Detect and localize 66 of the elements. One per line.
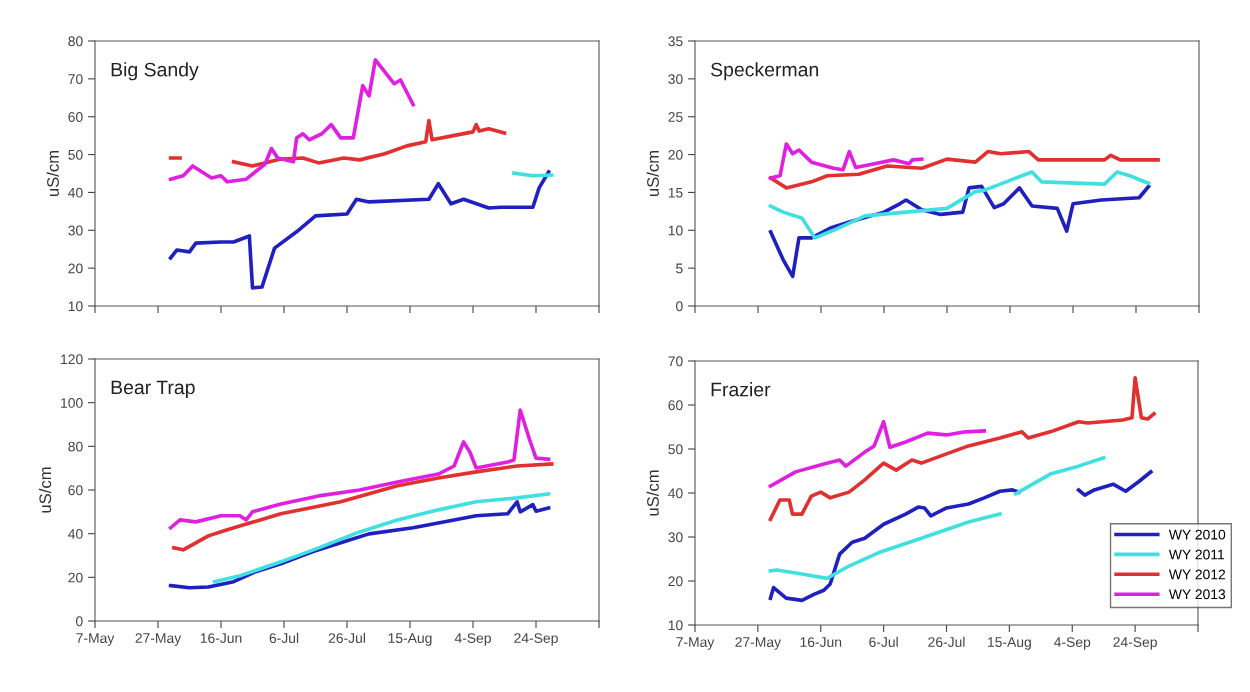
x-tick-label: 15-Aug — [988, 637, 1031, 650]
y-axis-title: uS/cm — [46, 150, 59, 197]
line-series — [171, 462, 554, 552]
y-tick-label: 100 — [61, 398, 83, 408]
x-tick-label: 7-May — [676, 637, 715, 650]
y-tick-label: 30 — [668, 74, 683, 85]
y-tick-label: 20 — [668, 576, 683, 587]
x-tick-label: 16-Jun — [200, 633, 242, 644]
y-tick-label: 30 — [668, 532, 683, 543]
y-axis-title: uS/cm — [646, 470, 659, 516]
legend-label: WY 2010 — [1168, 529, 1226, 540]
y-tick-label: 20 — [68, 263, 83, 274]
y-axis-title: uS/cm — [38, 467, 52, 513]
y-tick-label: 10 — [68, 301, 83, 312]
x-tick-label: 16-Jun — [800, 637, 842, 648]
y-tick-label: 35 — [668, 36, 683, 47]
line-series — [768, 142, 924, 180]
x-tick-label: 24-Sep — [514, 633, 558, 646]
x-tick-label: 27-May — [135, 633, 182, 646]
x-tick-label: 6-Jul — [869, 636, 898, 648]
y-axis-title: uS/cm — [646, 150, 659, 197]
x-tick-label: 27-May — [735, 637, 782, 650]
y-tick-label: 120 — [61, 354, 83, 365]
y-tick-label: 60 — [68, 485, 83, 496]
y-tick-label: 40 — [68, 529, 83, 539]
y-tick-label: 20 — [68, 572, 83, 583]
y-tick-label: 40 — [668, 488, 683, 499]
legend-label: WY 2012 — [1168, 569, 1226, 580]
y-tick-label: 5 — [676, 263, 683, 274]
line-series — [168, 408, 551, 530]
text: Frazier — [711, 382, 771, 397]
y-tick-label: 60 — [68, 112, 83, 122]
y-tick-label: 50 — [668, 444, 683, 455]
x-tick-label: 6-Jul — [269, 632, 299, 644]
line-series — [768, 170, 1151, 240]
text: Big Sandy — [111, 62, 199, 81]
y-tick-label: 10 — [668, 620, 683, 631]
y-tick-label: 10 — [668, 225, 683, 236]
x-tick-label: 4-Sep — [454, 633, 491, 646]
y-tick-label: 30 — [68, 225, 83, 236]
y-tick-label: 40 — [68, 187, 83, 198]
line-series — [768, 419, 987, 488]
text: Bear Trap — [111, 380, 195, 399]
x-tick-label: 4-Sep — [1054, 637, 1091, 650]
y-tick-label: 70 — [68, 74, 83, 85]
legend-label: WY 2013 — [1168, 589, 1226, 600]
line-series — [168, 170, 551, 290]
y-tick-label: 0 — [76, 616, 83, 627]
legend-label: WY 2011 — [1168, 549, 1225, 560]
y-tick-label: 60 — [668, 400, 683, 411]
y-tick-label: 50 — [68, 149, 83, 160]
y-tick-label: 70 — [668, 356, 683, 367]
line-series — [212, 492, 551, 584]
x-tick-label: 15-Aug — [388, 633, 432, 646]
y-tick-label: 25 — [668, 112, 683, 122]
x-tick-label: 26-Jul — [328, 632, 365, 644]
text: Speckerman — [711, 62, 819, 81]
x-tick-label: 26-Jul — [928, 636, 965, 648]
x-tick-label: 24-Sep — [1113, 637, 1157, 650]
y-tick-label: 80 — [68, 36, 83, 47]
line-series — [768, 149, 1160, 190]
y-tick-label: 15 — [668, 187, 683, 198]
y-tick-label: 0 — [676, 301, 683, 312]
y-tick-label: 20 — [668, 149, 683, 160]
y-tick-label: 80 — [68, 441, 83, 452]
x-tick-label: 7-May — [76, 633, 115, 646]
